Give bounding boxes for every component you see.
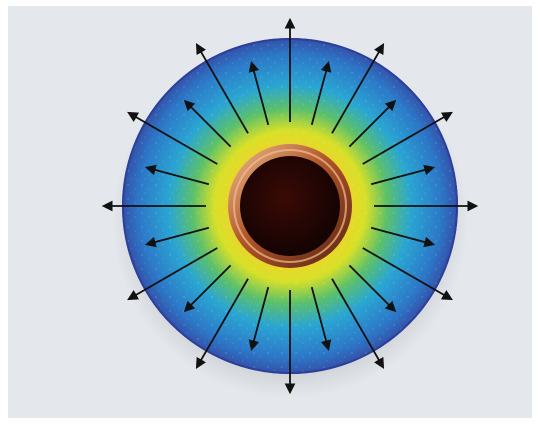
arrow-icon <box>362 247 453 301</box>
arrow-icon <box>195 43 249 134</box>
arrow-icon <box>127 111 218 165</box>
arrow-icon <box>248 60 270 126</box>
arrow-icon <box>127 247 218 301</box>
arrow-icon <box>248 286 270 352</box>
arrow-icon <box>348 99 397 148</box>
arrow-icon <box>370 226 436 248</box>
core-rim-highlight <box>233 149 347 263</box>
arrow-icon <box>144 226 210 248</box>
arrow-icon <box>370 164 436 186</box>
arrow-icon <box>362 111 453 165</box>
arrow-icon <box>310 60 332 126</box>
radial-arrows <box>101 17 479 395</box>
arrow-icon <box>310 286 332 352</box>
arrow-icon <box>331 278 385 369</box>
arrow-icon <box>183 99 232 148</box>
core-center <box>240 156 340 256</box>
arrow-icon <box>144 164 210 186</box>
arrow-icon <box>331 43 385 134</box>
arrow-icon <box>195 278 249 369</box>
arrow-icon <box>348 264 397 313</box>
arrow-icon <box>183 264 232 313</box>
